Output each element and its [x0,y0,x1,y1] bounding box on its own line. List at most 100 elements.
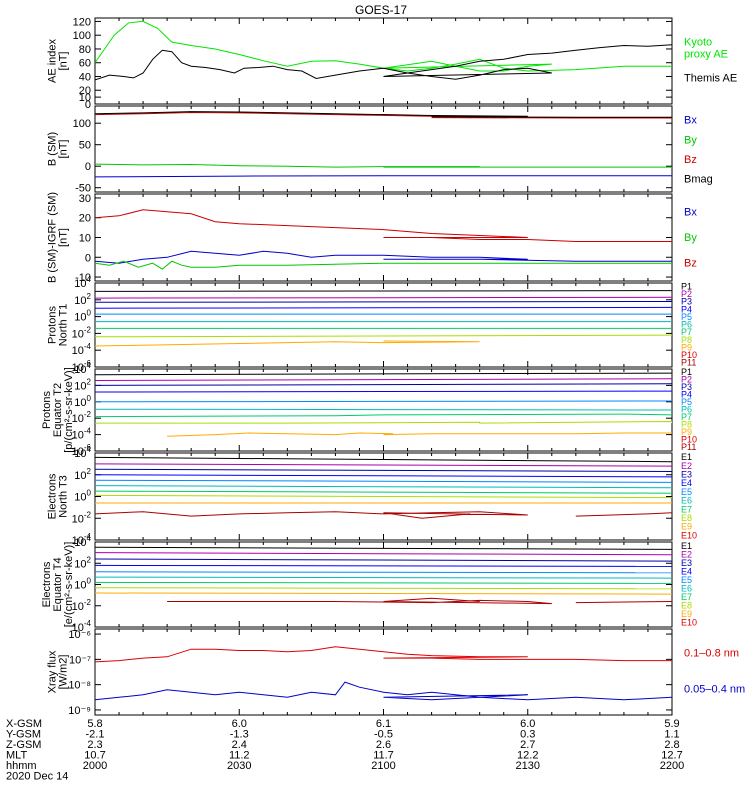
legend-label-e10: E10 [681,530,697,540]
y-axis-label-line: [p/(cm²-s-sr-keV)] [63,367,75,453]
y-tick-label: 100 [74,577,91,592]
series-line-by [95,261,672,269]
legend-label: By [684,134,697,146]
y-tick-label: 0 [85,252,91,264]
legend-label-p11: P11 [681,358,696,368]
legend-label: Bz [684,154,697,166]
y-axis-label-line: North T3 [58,475,70,518]
y-tick-label: 60 [79,58,91,70]
y-axis-label-line: North T1 [58,304,70,347]
y-tick-label: 10 [79,233,91,245]
y-tick-label: 10⁻⁶ [68,629,91,641]
series-line-p4 [95,307,672,308]
series-line-e10 [167,598,552,603]
series-line-p4 [95,391,672,392]
y-tick-label: 10⁻⁸ [68,680,91,692]
series-line-e2 [95,464,672,466]
legend-label-e10: E10 [681,617,697,627]
series-line-e2 [95,553,672,555]
series-line-p3 [95,384,672,386]
series-line-p5 [95,401,672,402]
series-line-e6 [95,486,672,488]
series-line-bz [95,210,720,242]
ephemeris-value: 2130 [516,760,540,772]
y-tick-label: 80 [79,44,91,56]
series-line-p8 [95,422,672,424]
legend-label-p11: P11 [681,442,696,452]
y-tick-label: 10-2 [72,325,92,340]
legend-label: Kyoto [684,37,712,49]
y-axis-label: AE index[nT] [47,38,70,83]
y-tick-label: 104 [74,445,91,460]
ephemeris-table: X-GSMY-GSMZ-GSMMLThhmm5.8-2.12.310.72000… [6,718,684,783]
y-tick-label: 10⁻⁹ [68,705,91,717]
y-tick-label: 104 [74,534,91,549]
y-tick-label: 40 [79,71,91,83]
y-tick-label: 30 [79,193,91,205]
legend-label: Bz [684,258,697,270]
series-line-e9 [95,593,672,594]
y-axis-label: B (SM)[nT] [47,132,70,166]
y-tick-label: 20 [79,213,91,225]
series-line-bx [95,251,750,263]
legend-label: Themis AE [684,72,737,84]
panel-frame [95,18,672,104]
y-tick-label: 50 [79,140,91,152]
legend-label: By [684,232,697,244]
ephemeris-value: 2200 [660,760,684,772]
y-tick-label: 100 [73,30,91,42]
y-tick-label: 10⁻⁷ [69,654,91,666]
y-tick-label: 10-2 [72,510,92,525]
legend-label: Bx [684,115,697,127]
series-line-e7 [95,491,672,493]
series-line-e7 [95,582,672,583]
series-line-p8 [95,335,672,337]
series-line-p3 [95,302,672,303]
y-tick-label: 104 [74,361,91,376]
y-tick-label: 100 [74,394,91,409]
ephemeris-value: 2000 [83,760,107,772]
series-line-e8 [95,495,672,497]
series-line-bx [95,176,672,177]
y-axis-label-line: [e/(cm²-s-sr-keV)] [63,542,75,628]
series-line-e10b [576,509,750,518]
y-tick-label: 100 [73,118,91,130]
series-line-e3 [95,559,672,561]
ephemeris-value: 2100 [371,760,395,772]
series-line-p2 [95,297,672,298]
y-tick-label: 100 [74,489,91,504]
y-axis-label: Xray flux[W/m2] [47,650,70,693]
y-tick-label: 104 [74,275,91,290]
y-axis-label-line: [nT] [58,52,70,71]
y-axis-label-line: [nT] [58,140,70,159]
panel-frame [95,629,672,715]
series-line-p9 [167,433,750,436]
y-axis-label-line: [nT] [58,228,70,247]
y-axis-label: B (SM)-IGRF (SM)[nT] [47,192,70,283]
series-line-themis-ae [95,33,750,80]
y-tick-label: 120 [73,16,91,28]
series-line-e5 [95,572,672,573]
series-line-e3 [95,469,672,471]
series-line-0-05-0-4-nm [95,682,750,700]
legend-label: Bmag [684,173,713,185]
series-line-p9 [95,341,480,346]
series-line-p1 [95,291,672,292]
y-tick-label: 20 [79,85,91,97]
plot-date: 2020 Dec 14 [6,771,68,783]
legend-label: Bx [684,206,697,218]
ephemeris-value: 2030 [227,760,251,772]
series-line-e8 [95,588,672,589]
legend-label: proxy AE [684,49,728,61]
